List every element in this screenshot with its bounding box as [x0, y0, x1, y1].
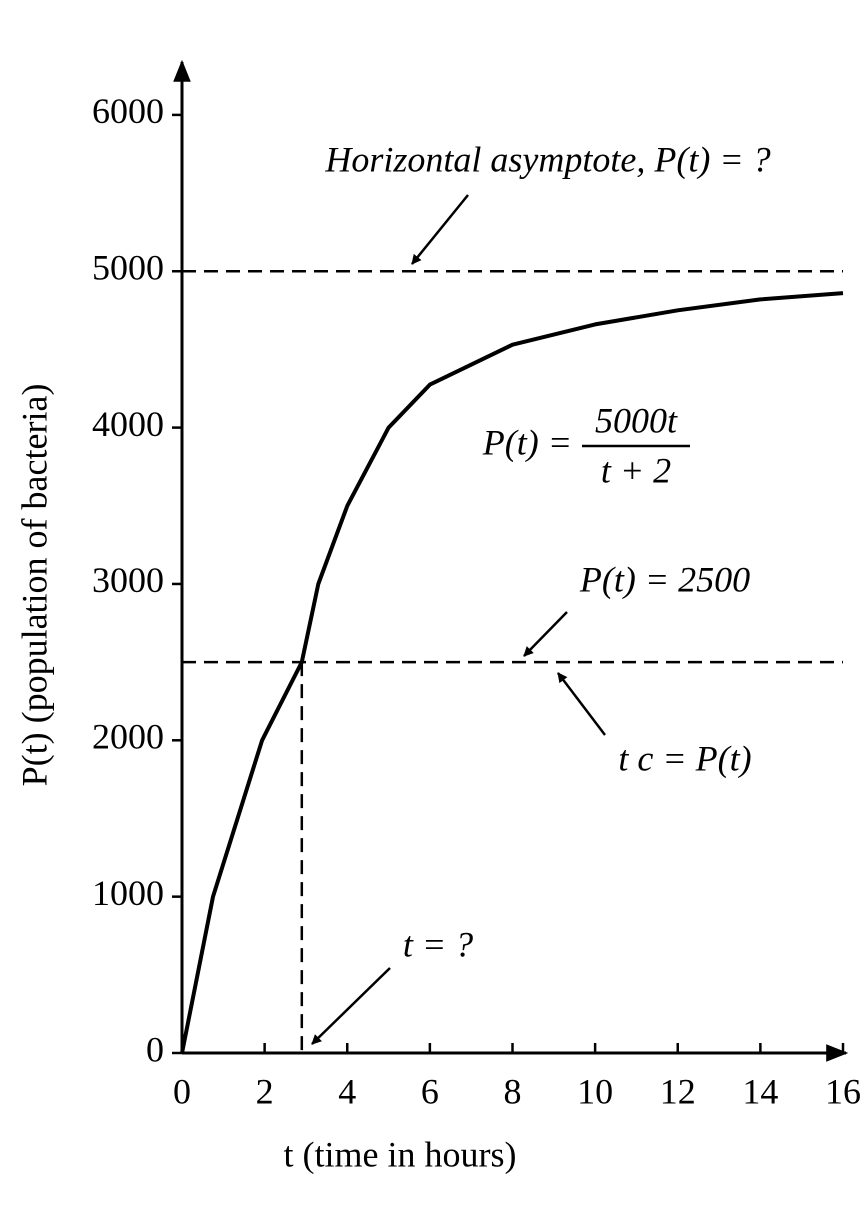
y-tick-label: 2000 — [92, 717, 164, 757]
x-tick-label: 10 — [577, 1071, 613, 1111]
y-tick-label: 6000 — [92, 91, 164, 131]
annotation: t = ? — [403, 924, 473, 964]
y-tick-label: 1000 — [92, 873, 164, 913]
y-tick-label: 3000 — [92, 560, 164, 600]
annotation: t c = P(t) — [618, 738, 751, 778]
x-tick-label: 6 — [421, 1071, 439, 1111]
annotation-arrow — [523, 611, 568, 657]
x-tick-label: 4 — [338, 1071, 356, 1111]
annotation-arrow — [557, 672, 606, 736]
curve — [180, 291, 844, 1054]
y-tick-label: 4000 — [92, 404, 164, 444]
annotation-arrow — [411, 194, 469, 265]
x-tick-label: 12 — [660, 1071, 696, 1111]
y-tick-label: 5000 — [92, 248, 164, 288]
formula-denominator: t + 2 — [601, 450, 671, 490]
y-tick-label: 0 — [146, 1029, 164, 1069]
y-axis-label: P(t) (population of bacteria) — [14, 384, 54, 787]
x-tick-label: 0 — [173, 1071, 191, 1111]
annotation: Horizontal asymptote, P(t) = ? — [324, 139, 770, 179]
formula-numerator: 5000t — [595, 400, 678, 440]
x-tick-label: 14 — [742, 1071, 778, 1111]
x-tick-label: 2 — [256, 1071, 274, 1111]
x-axis-label: t (time in hours) — [284, 1134, 517, 1174]
x-tick-label: 16 — [825, 1071, 861, 1111]
annotation: P(t) = 2500 — [579, 559, 750, 599]
x-tick-label: 8 — [504, 1071, 522, 1111]
annotation-arrow — [311, 967, 391, 1045]
formula-lhs: P(t) = — [482, 422, 572, 462]
